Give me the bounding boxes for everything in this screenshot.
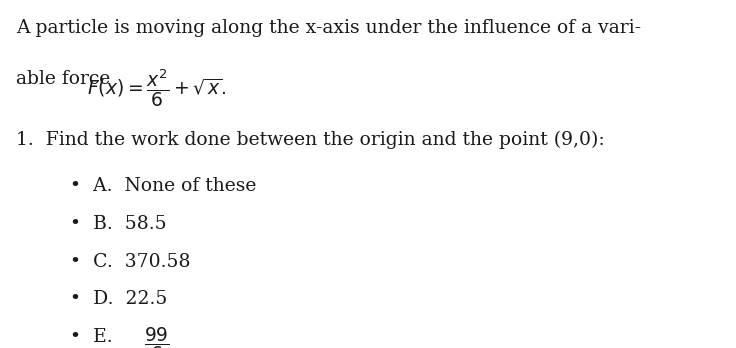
Text: able force: able force (16, 70, 116, 88)
Text: •  D.  22.5: • D. 22.5 (70, 290, 167, 308)
Text: •  A.  None of these: • A. None of these (70, 177, 256, 196)
Text: •  E.: • E. (70, 328, 118, 346)
Text: 1.  Find the work done between the origin and the point (9,0):: 1. Find the work done between the origin… (16, 130, 605, 149)
Text: •  B.  58.5: • B. 58.5 (70, 215, 166, 233)
Text: A particle is moving along the x-axis under the influence of a vari-: A particle is moving along the x-axis un… (16, 19, 641, 37)
Text: $\dfrac{99}{6}$: $\dfrac{99}{6}$ (144, 325, 169, 348)
Text: •  C.  370.58: • C. 370.58 (70, 253, 191, 271)
Text: $F(x) = \dfrac{x^2}{6} + \sqrt{x}.$: $F(x) = \dfrac{x^2}{6} + \sqrt{x}.$ (87, 68, 226, 109)
